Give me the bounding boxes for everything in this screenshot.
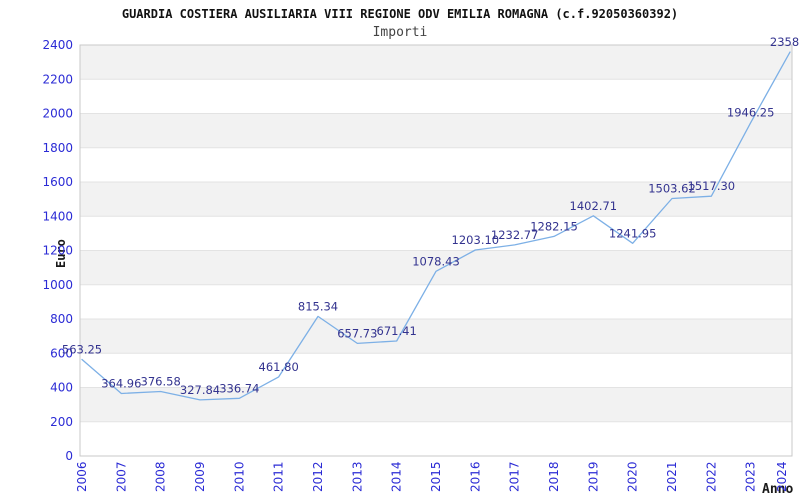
x-tick-label: 2018: [547, 461, 561, 492]
plot-band: [80, 250, 792, 285]
data-point-label: 376.58: [141, 375, 181, 389]
x-tick-label: 2021: [665, 461, 679, 492]
data-point-label: 1232.77: [491, 228, 539, 242]
plot-band: [80, 182, 792, 217]
y-tick-label: 1400: [42, 209, 73, 223]
y-tick-label: 1800: [42, 141, 73, 155]
series-line: [81, 51, 791, 401]
x-tick-label: 2016: [468, 461, 482, 492]
x-tick-label: 2014: [390, 461, 404, 492]
data-point-label: 1503.62: [648, 182, 696, 196]
x-tick-label: 2020: [626, 461, 640, 492]
data-point-label: 671.41: [377, 324, 417, 338]
y-tick-label: 1200: [42, 244, 73, 258]
y-tick-label: 1600: [42, 175, 73, 189]
y-tick-label: 800: [50, 312, 73, 326]
y-tick-label: 2200: [42, 72, 73, 86]
x-tick-label: 2015: [429, 461, 443, 492]
x-tick-label: 2013: [350, 461, 364, 492]
chart-title: GUARDIA COSTIERA AUSILIARIA VIII REGIONE…: [121, 7, 679, 21]
x-tick-label: 2009: [193, 461, 207, 492]
data-point-label: 327.84: [180, 383, 220, 397]
plot-band: [80, 113, 792, 148]
plot-border: [79, 44, 793, 457]
x-tick-label: 2012: [311, 461, 325, 492]
x-tick-label: 2010: [232, 461, 246, 492]
plot-band: [80, 45, 792, 80]
data-point-label: 1402.71: [570, 199, 618, 213]
y-tick-label: 600: [50, 346, 73, 360]
data-point-label: 1517.30: [688, 179, 736, 193]
chart-subtitle: Importi: [372, 25, 428, 40]
data-point-label: 815.34: [298, 299, 338, 313]
x-axis-title-anno: Anno: [762, 482, 794, 497]
data-point-label: 1241.95: [609, 226, 657, 240]
y-tick-label: 200: [50, 415, 73, 429]
plot-band: [80, 387, 792, 422]
data-point-label: 461.80: [259, 360, 299, 374]
data-point-label: 563.25: [62, 343, 102, 357]
data-point-label: 657.73: [337, 326, 377, 340]
x-tick-label: 2024: [775, 461, 789, 492]
y-tick-label: 2000: [42, 107, 73, 121]
x-tick-label: 2023: [744, 461, 758, 492]
y-tick-label: 1000: [42, 278, 73, 292]
x-tick-label: 2007: [114, 461, 128, 492]
data-point-label: 2358.8: [770, 35, 800, 49]
y-tick-label: 2400: [42, 38, 73, 52]
x-tick-label: 2006: [75, 461, 89, 492]
data-point-label: 1203.10: [452, 233, 500, 247]
plot-band: [80, 319, 792, 354]
data-point-label: 336.74: [219, 381, 259, 395]
data-point-label: 1282.15: [530, 219, 578, 233]
y-tick-label: 400: [50, 381, 73, 395]
data-point-label: 364.96: [101, 377, 141, 391]
x-tick-label: 2022: [704, 461, 718, 492]
x-tick-label: 2008: [154, 461, 168, 492]
data-point-label: 1946.25: [727, 106, 775, 120]
x-tick-label: 2017: [508, 461, 522, 492]
x-tick-label: 2011: [272, 461, 286, 492]
data-point-label: 1078.43: [412, 254, 460, 268]
x-tick-label: 2019: [586, 461, 600, 492]
y-tick-label: 0: [65, 449, 73, 463]
